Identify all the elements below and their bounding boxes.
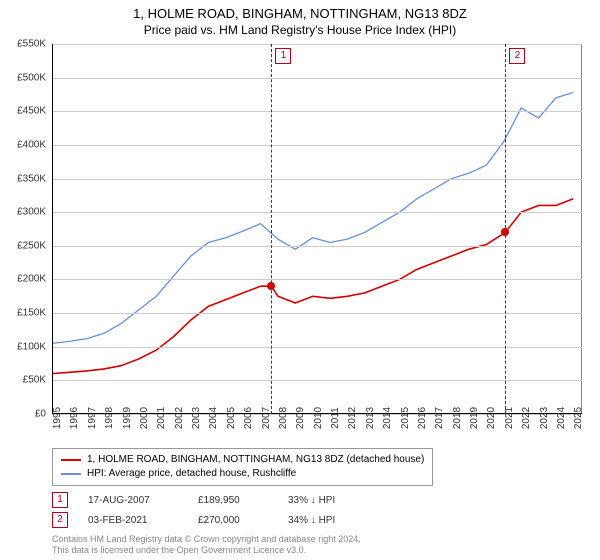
xtick-label: 2003: [191, 407, 202, 429]
xtick-label: 1998: [104, 407, 115, 429]
sale-price-1: £189,950: [198, 495, 268, 506]
xtick-label: 2009: [295, 407, 306, 429]
xtick-label: 2013: [365, 407, 376, 429]
legend-item-property: 1, HOLME ROAD, BINGHAM, NOTTINGHAM, NG13…: [61, 453, 424, 467]
xtick-label: 2004: [208, 407, 219, 429]
xtick-label: 2011: [330, 407, 341, 429]
ytick-label: £0: [35, 409, 46, 420]
reference-box-1: 1: [275, 48, 291, 64]
sale-marker-2: 2: [52, 512, 68, 528]
ytick-label: £50K: [23, 375, 46, 386]
xtick-label: 2019: [469, 407, 480, 429]
xtick-label: 2017: [434, 407, 445, 429]
footer-line1: Contains HM Land Registry data © Crown c…: [52, 534, 361, 545]
xtick-label: 2024: [556, 407, 567, 429]
ytick-label: £500K: [17, 72, 46, 83]
ytick-label: £100K: [17, 341, 46, 352]
sale-price-2: £270,000: [198, 515, 268, 526]
gridline-h: [52, 347, 582, 348]
sale-marker-dot-2: [501, 228, 509, 236]
footer-line2: This data is licensed under the Open Gov…: [52, 545, 361, 556]
ytick-label: £400K: [17, 139, 46, 150]
xtick-label: 2025: [573, 407, 584, 429]
xtick-label: 2010: [313, 407, 324, 429]
xtick-label: 2007: [261, 407, 272, 429]
xtick-label: 2006: [243, 407, 254, 429]
chart-title-line2: Price paid vs. HM Land Registry's House …: [0, 21, 600, 37]
sale-marker-dot-1: [267, 282, 275, 290]
xtick-label: 1995: [52, 407, 63, 429]
ytick-label: £150K: [17, 308, 46, 319]
xtick-label: 2020: [486, 407, 497, 429]
sale-row-1: 1 17-AUG-2007 £189,950 33% ↓ HPI: [52, 492, 335, 508]
ytick-label: £350K: [17, 173, 46, 184]
ytick-label: £550K: [17, 39, 46, 50]
sale-marker-1: 1: [52, 492, 68, 508]
xtick-label: 2000: [139, 407, 150, 429]
xtick-label: 2022: [521, 407, 532, 429]
reference-box-2: 2: [509, 48, 525, 64]
reference-line-1: [271, 44, 272, 414]
gridline-h: [52, 212, 582, 213]
gridline-h: [52, 111, 582, 112]
gridline-h: [52, 313, 582, 314]
plot-area: £0£50K£100K£150K£200K£250K£300K£350K£400…: [52, 44, 582, 414]
chart-container: 1, HOLME ROAD, BINGHAM, NOTTINGHAM, NG13…: [0, 0, 600, 560]
ytick-label: £300K: [17, 207, 46, 218]
xtick-label: 2023: [539, 407, 550, 429]
xtick-label: 2002: [174, 407, 185, 429]
chart-title-line1: 1, HOLME ROAD, BINGHAM, NOTTINGHAM, NG13…: [0, 0, 600, 21]
legend-item-hpi: HPI: Average price, detached house, Rush…: [61, 467, 424, 481]
sale-date-1: 17-AUG-2007: [88, 495, 178, 506]
legend-label-property: 1, HOLME ROAD, BINGHAM, NOTTINGHAM, NG13…: [87, 453, 424, 467]
xtick-label: 2018: [452, 407, 463, 429]
xtick-label: 2012: [347, 407, 358, 429]
sale-pct-1: 33% ↓ HPI: [288, 495, 335, 506]
xtick-label: 2005: [226, 407, 237, 429]
gridline-h: [52, 145, 582, 146]
xtick-label: 2015: [400, 407, 411, 429]
xtick-label: 1997: [87, 407, 98, 429]
y-axis: [52, 44, 53, 414]
ytick-label: £450K: [17, 106, 46, 117]
xtick-label: 2016: [417, 407, 428, 429]
series-line-hpi: [52, 92, 573, 343]
legend-swatch-property: [61, 459, 81, 461]
gridline-h: [52, 78, 582, 79]
gridline-h: [52, 179, 582, 180]
xtick-label: 1999: [122, 407, 133, 429]
sale-pct-2: 34% ↓ HPI: [288, 515, 335, 526]
x-axis: [52, 413, 582, 414]
gridline-h: [52, 279, 582, 280]
xtick-label: 1996: [69, 407, 80, 429]
xtick-label: 2001: [156, 407, 167, 429]
gridline-h: [52, 380, 582, 381]
ytick-label: £200K: [17, 274, 46, 285]
ytick-label: £250K: [17, 240, 46, 251]
gridline-h: [52, 44, 582, 45]
sale-date-2: 03-FEB-2021: [88, 515, 178, 526]
legend-label-hpi: HPI: Average price, detached house, Rush…: [87, 467, 296, 481]
xtick-label: 2008: [278, 407, 289, 429]
footer: Contains HM Land Registry data © Crown c…: [52, 534, 361, 556]
xtick-label: 2014: [382, 407, 393, 429]
legend-swatch-hpi: [61, 473, 81, 475]
gridline-h: [52, 246, 582, 247]
legend: 1, HOLME ROAD, BINGHAM, NOTTINGHAM, NG13…: [52, 448, 433, 486]
sale-row-2: 2 03-FEB-2021 £270,000 34% ↓ HPI: [52, 512, 335, 528]
